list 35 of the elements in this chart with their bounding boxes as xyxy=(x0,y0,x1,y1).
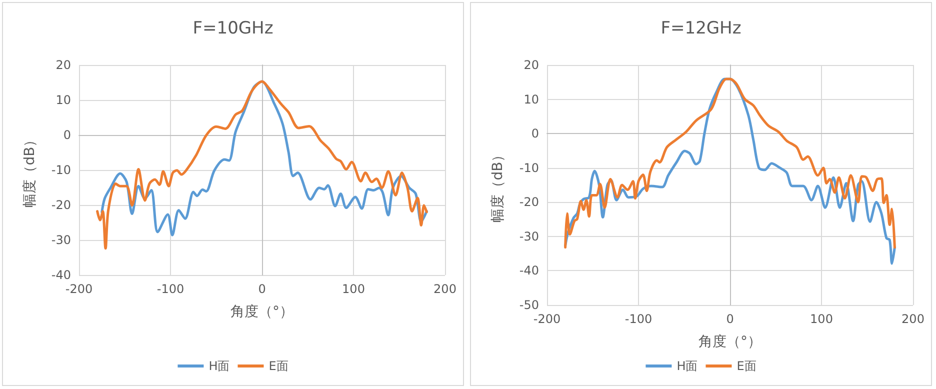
x-tick-label: -100 xyxy=(624,312,652,326)
y-tick-label: -30 xyxy=(51,233,71,247)
y-tick-label: -20 xyxy=(519,195,539,210)
y-axis-title: 幅度（dB） xyxy=(490,148,506,222)
y-tick-label: 0 xyxy=(63,128,71,142)
y-tick-label: 20 xyxy=(524,58,539,72)
x-tick-label: -100 xyxy=(156,282,184,296)
x-tick-label: -200 xyxy=(65,282,93,296)
x-axis-title: 角度（°） xyxy=(230,304,294,320)
y-tick-label: 0 xyxy=(531,126,539,141)
legend-label: H面 xyxy=(208,359,230,373)
x-tick-label: 100 xyxy=(342,282,365,296)
legend-label: E面 xyxy=(736,359,756,373)
y-axis-title: 幅度（dB） xyxy=(22,132,38,208)
y-tick-label: 20 xyxy=(56,58,71,72)
y-tick-label: -10 xyxy=(519,160,539,175)
x-tick-label: 100 xyxy=(810,312,833,326)
y-tick-label: 10 xyxy=(56,93,71,107)
y-tick-label: -50 xyxy=(519,298,539,312)
y-tick-label: -40 xyxy=(51,268,71,282)
x-tick-label: 0 xyxy=(726,312,734,326)
y-tick-label: 10 xyxy=(524,92,539,106)
x-axis-title: 角度（°） xyxy=(698,334,762,350)
x-tick-label: 0 xyxy=(258,282,266,296)
x-tick-label: 200 xyxy=(434,282,456,296)
legend-label: H面 xyxy=(676,359,698,373)
chart-title: F=10GHz xyxy=(192,18,274,38)
legend-label: E面 xyxy=(268,359,288,373)
y-tick-label: -30 xyxy=(519,229,539,244)
x-tick-label: 200 xyxy=(902,312,924,326)
x-tick-label: -200 xyxy=(533,312,561,326)
y-tick-label: -10 xyxy=(51,163,71,177)
chart-title: F=12GHz xyxy=(660,18,742,38)
y-tick-label: -20 xyxy=(51,198,71,212)
y-tick-label: -40 xyxy=(519,264,539,278)
